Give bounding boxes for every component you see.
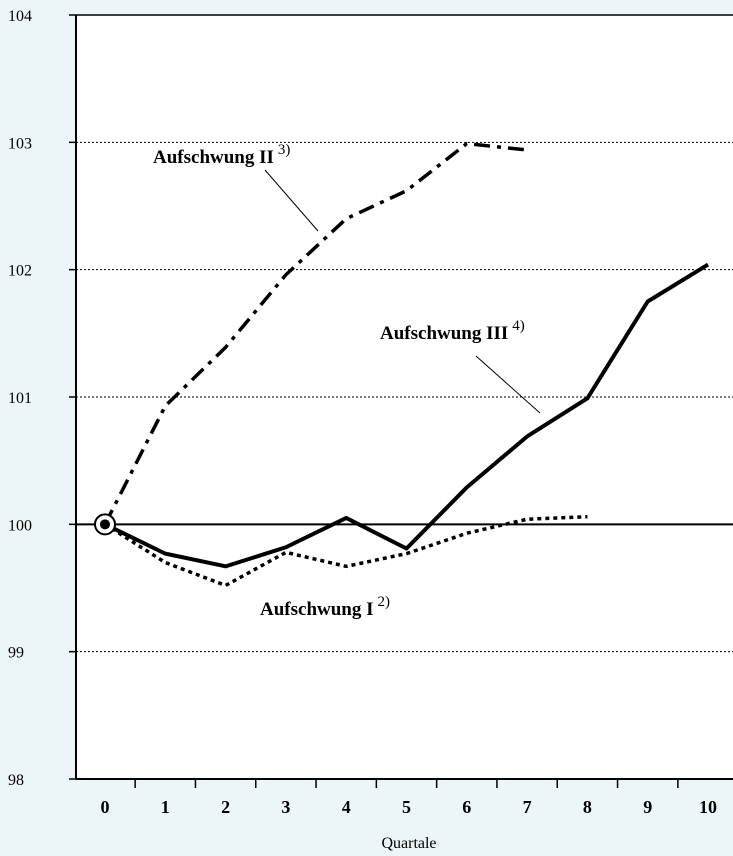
series-label-2: Aufschwung II: [153, 147, 274, 168]
x-tick-label-6: 6: [462, 797, 471, 817]
y-tick-label-102: 102: [8, 263, 32, 280]
series-footnote-2: 3): [278, 142, 291, 158]
x-tick-label-5: 5: [402, 797, 411, 817]
x-tick-label-7: 7: [523, 797, 532, 817]
series-line-2: [103, 141, 528, 526]
origin-dot: [100, 519, 110, 530]
x-tick-label-0: 0: [101, 797, 110, 817]
x-tick-label-3: 3: [281, 797, 290, 817]
origin-marker: [94, 513, 116, 536]
leader-line-3: [475, 355, 541, 414]
series-label-1: Aufschwung I: [260, 599, 374, 620]
y-tick-label-101: 101: [8, 390, 32, 407]
x-axis-title: Quartale: [381, 835, 436, 852]
series-labels: Aufschwung I 2) Aufschwung II 3) Aufschwung …: [153, 142, 525, 620]
axes: [69, 14, 733, 788]
series-footnote-1: 2): [378, 594, 391, 610]
y-tick-label-99: 99: [8, 645, 24, 662]
x-tick-label-10: 10: [699, 797, 717, 817]
series-line-3: [104, 262, 710, 569]
y-tick-label-100: 100: [8, 517, 32, 534]
series-line-1: [104, 514, 588, 588]
y-tick-label-103: 103: [8, 135, 32, 152]
x-tick-label-4: 4: [342, 797, 351, 817]
grid-lines: [76, 141, 733, 653]
leader-line-2: [264, 169, 319, 232]
series-lines: [103, 141, 710, 588]
x-tick-label-2: 2: [221, 797, 230, 817]
series-label-3: Aufschwung III: [380, 323, 508, 344]
x-tick-labels: 0 1 2 3 4 5 6 7 8 9 10: [101, 797, 718, 817]
series-footnote-3: 4): [512, 318, 525, 334]
x-tick-label-1: 1: [161, 797, 170, 817]
x-tick-label-9: 9: [643, 797, 652, 817]
x-tick-label-8: 8: [583, 797, 592, 817]
y-tick-label-104: 104: [8, 8, 32, 25]
y-tick-labels: 98 99 100 101 102 103 104: [8, 8, 32, 789]
label-leader-lines: [264, 169, 541, 414]
y-tick-label-98: 98: [8, 772, 24, 789]
